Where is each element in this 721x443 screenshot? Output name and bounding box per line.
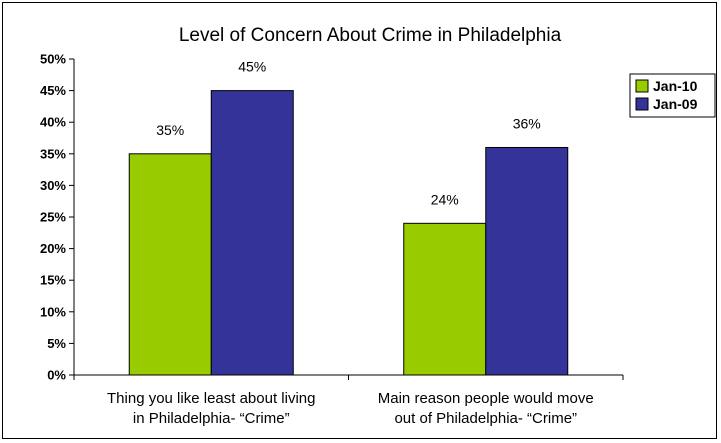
chart-title: Level of Concern About Crime in Philadel… [179, 25, 562, 46]
data-label: 45% [238, 59, 266, 75]
bar-jan-09-0 [210, 90, 294, 376]
data-labels: 35% 45% 24% 36% [156, 59, 541, 208]
bar-jan-10-0 [128, 153, 212, 376]
data-label: 36% [513, 115, 541, 131]
category-label: out of Philadelphia- “Crime” [394, 410, 577, 427]
y-tick-label: 30% [40, 178, 66, 193]
y-tick-label: 25% [40, 210, 66, 225]
category-label: Thing you like least about living [107, 390, 315, 407]
bar-jan-10-1 [403, 222, 487, 376]
chart-frame [2, 2, 717, 439]
data-label: 35% [156, 122, 184, 138]
y-tick-label: 45% [40, 83, 66, 98]
category-labels: Thing you like least about living in Phil… [107, 390, 594, 427]
category-label: in Philadelphia- “Crime” [133, 410, 290, 427]
y-tick-label: 50% [40, 52, 66, 67]
y-tick-label: 5% [47, 336, 66, 351]
y-tick-label: 20% [40, 241, 66, 256]
legend-swatch [635, 97, 649, 111]
y-tick-label: 15% [40, 273, 66, 288]
category-label: Main reason people would move [378, 390, 594, 407]
y-tick-label: 0% [47, 368, 66, 383]
y-axis-ticks: 0% 5% 10% 15% 20% 25% 30% 35% 40% 45% 50% [40, 52, 74, 383]
y-tick-label: 10% [40, 304, 66, 319]
bars [128, 90, 569, 376]
bar-jan-09-1 [485, 146, 569, 376]
legend-label: Jan-09 [653, 96, 698, 112]
y-tick-label: 40% [40, 115, 66, 130]
legend-swatch [635, 79, 649, 93]
y-tick-label: 35% [40, 146, 66, 161]
data-label: 24% [431, 191, 459, 207]
legend: Jan-10 Jan-09 [629, 73, 716, 118]
legend-label: Jan-10 [653, 78, 698, 94]
